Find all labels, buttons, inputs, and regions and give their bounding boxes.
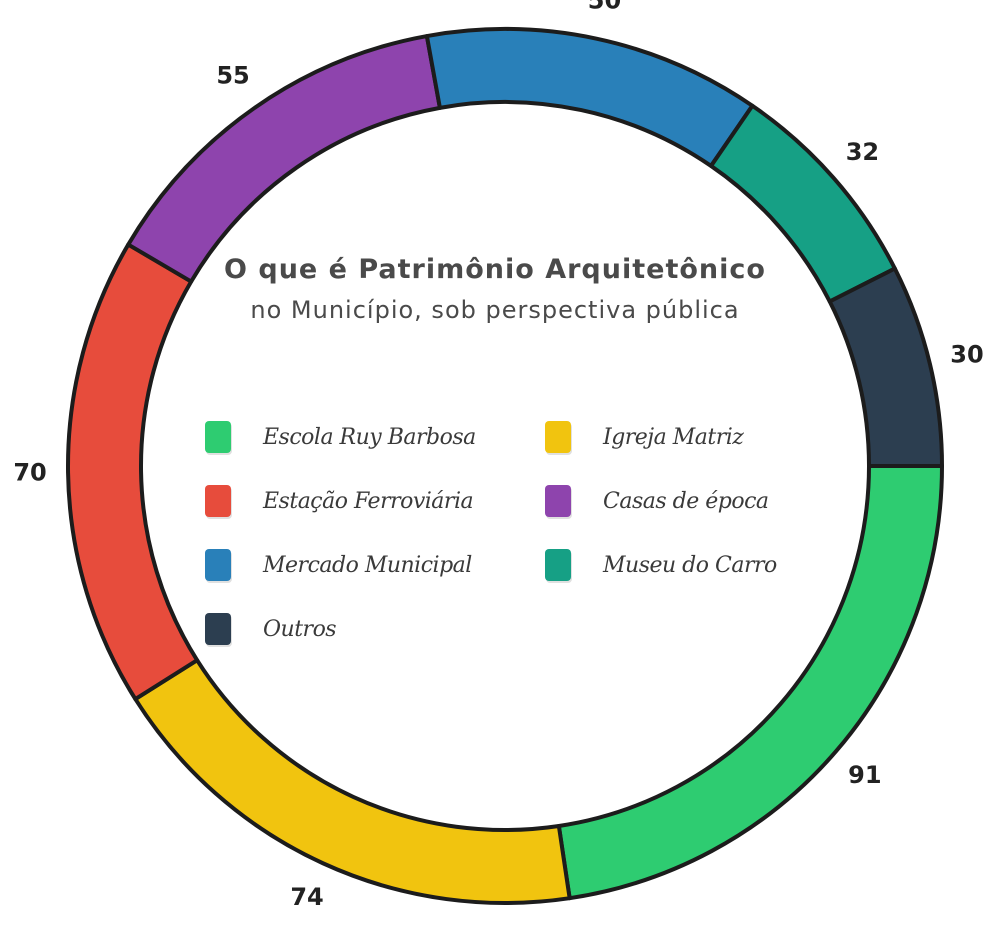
donut-slice-igreja-matriz xyxy=(133,658,572,905)
data-label-mercado-municipal: 50 xyxy=(588,0,621,15)
data-label-outros: 30 xyxy=(950,341,983,369)
legend-swatch xyxy=(205,613,231,645)
legend-label: Outros xyxy=(263,616,337,642)
legend-swatch xyxy=(545,421,571,453)
legend-swatch xyxy=(205,549,231,581)
donut-slice-casas-de-epoca xyxy=(126,34,442,284)
legend-swatch xyxy=(205,485,231,517)
data-label-escola-ruy-barbosa: 91 xyxy=(848,761,881,789)
donut-slice-mercado-municipal xyxy=(424,27,755,168)
donut-slice-outros xyxy=(827,266,944,468)
data-label-estacao-ferroviaria: 70 xyxy=(13,458,46,486)
chart-title: O que é Patrimônio Arquitetônico xyxy=(224,254,766,285)
legend-item: Escola Ruy Barbosa xyxy=(205,420,545,454)
legend-item: Estação Ferroviária xyxy=(205,484,545,518)
legend-swatch xyxy=(545,485,571,517)
legend-item: Museu do Carro xyxy=(545,548,805,582)
legend-swatch xyxy=(205,421,231,453)
legend-item: Igreja Matriz xyxy=(545,420,805,454)
legend-swatch xyxy=(545,549,571,581)
legend-item: Outros xyxy=(205,612,545,646)
data-label-casas-de-epoca: 55 xyxy=(216,62,249,90)
legend-label: Estação Ferroviária xyxy=(263,488,474,514)
legend-label: Escola Ruy Barbosa xyxy=(263,424,476,450)
data-label-museu-do-carro: 32 xyxy=(846,138,879,166)
donut-slice-estacao-ferroviaria xyxy=(66,242,200,702)
legend-label: Museu do Carro xyxy=(603,552,777,578)
data-label-igreja-matriz: 74 xyxy=(290,883,323,911)
legend-label: Mercado Municipal xyxy=(263,552,472,578)
chart-subtitle: no Município, sob perspectiva pública xyxy=(250,296,740,324)
legend-label: Igreja Matriz xyxy=(603,424,744,450)
legend-item: Mercado Municipal xyxy=(205,548,545,582)
legend-item: Casas de época xyxy=(545,484,805,518)
legend-label: Casas de época xyxy=(603,488,769,514)
legend: Escola Ruy Barbosa Igreja Matriz Estação… xyxy=(205,420,825,646)
